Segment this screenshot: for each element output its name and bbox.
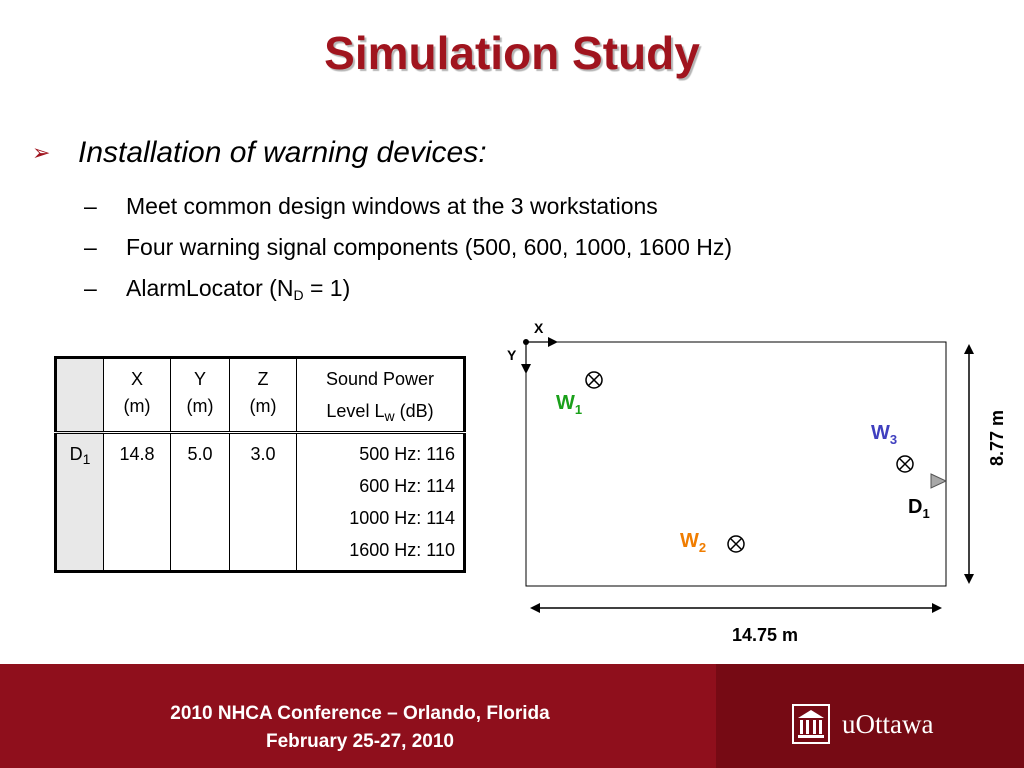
dash-marker: –	[84, 193, 97, 219]
workstation-w2-label: W2	[680, 530, 706, 555]
device-d1-label: D1	[908, 496, 930, 521]
axis-y-label: Y	[507, 347, 517, 363]
table-corner-cell	[55, 357, 104, 434]
origin-dot	[523, 339, 529, 345]
cell-x: 14.8	[103, 432, 171, 572]
cell-sound-power: 500 Hz: 116 600 Hz: 114 1000 Hz: 114 160…	[296, 432, 465, 572]
header-sound-power: Sound Power Level Lw (dB)	[296, 357, 465, 434]
sub-bullet-text: AlarmLocator (ND = 1)	[126, 275, 351, 303]
device-table: X (m) Y (m) Z (m) Sound Power Level Lw (dB) …	[54, 356, 466, 573]
height-label: 8.77 m	[987, 410, 1007, 466]
header-z: Z (m)	[229, 357, 297, 434]
dash-marker: –	[84, 275, 97, 301]
sub-bullet-text: Meet common design windows at the 3 work…	[126, 193, 658, 219]
uottawa-logo: uOttawa	[792, 704, 933, 744]
building-columns-icon	[792, 704, 830, 744]
header-y: Y (m)	[170, 357, 230, 434]
main-bullet: ➢ Installation of warning devices:	[32, 136, 487, 170]
arrow-bullet-icon: ➢	[32, 140, 51, 165]
slide-title: Simulation Study	[324, 27, 700, 79]
axis-x-label: X	[534, 320, 544, 336]
logo-text: uOttawa	[842, 708, 934, 739]
triangle-icon	[930, 473, 948, 489]
workstation-w1-label: W1	[556, 392, 582, 417]
width-label: 14.75 m	[732, 625, 798, 645]
circle-x-icon	[896, 455, 914, 473]
footer-line-1: 2010 NHCA Conference – Orlando, Florida	[170, 703, 550, 724]
circle-x-icon	[727, 535, 745, 553]
room-outline	[525, 341, 947, 587]
header-x: X (m)	[103, 357, 171, 434]
footer-conference-text: 2010 NHCA Conference – Orlando, Florida …	[80, 700, 640, 756]
workstation-w3-label: W3	[871, 422, 897, 447]
table-header-row: X (m) Y (m) Z (m) Sound Power Level Lw (dB)	[55, 357, 465, 434]
row-label-d1: D1	[55, 432, 104, 572]
main-bullet-text: Installation of warning devices:	[78, 136, 487, 169]
cell-z: 3.0	[229, 432, 297, 572]
sub-bullet-1: – Meet common design windows at the 3 wo…	[84, 193, 658, 220]
sub-bullet-text: Four warning signal components (500, 600…	[126, 234, 733, 260]
footer-logo-panel	[716, 664, 1024, 768]
dash-marker: –	[84, 234, 97, 260]
sub-bullet-2: – Four warning signal components (500, 6…	[84, 234, 732, 261]
table-row: D1 14.8 5.0 3.0 500 Hz: 116 600 Hz: 114 …	[55, 432, 465, 572]
circle-x-icon	[585, 371, 603, 389]
footer-line-2: February 25-27, 2010	[265, 731, 454, 752]
cell-y: 5.0	[170, 432, 230, 572]
sub-bullet-3: – AlarmLocator (ND = 1)	[84, 275, 350, 302]
